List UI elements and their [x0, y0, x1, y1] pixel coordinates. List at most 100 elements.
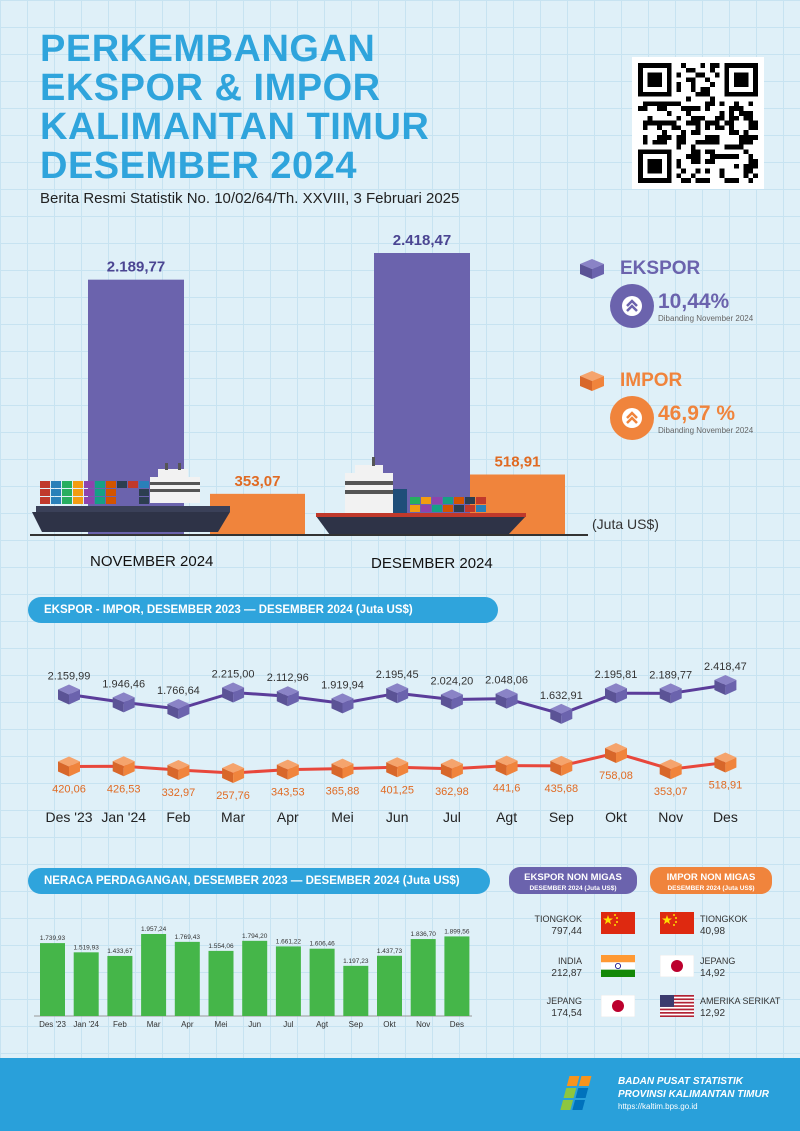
container-icon [62, 489, 72, 496]
chart-unit-label: (Juta US$) [592, 516, 659, 532]
title-line: KALIMANTAN TIMUR [40, 106, 430, 148]
x-tick-label: Apr [181, 1020, 194, 1029]
impor-point [440, 758, 463, 779]
double-chevron-up-icon [622, 408, 642, 428]
x-tick-label: Agt [316, 1020, 329, 1029]
cube-left [495, 760, 507, 776]
neraca-bar-label: 1.769,43 [175, 934, 201, 941]
org-website-link[interactable]: https://kaltim.bps.go.id [618, 1102, 698, 1111]
container-icon [454, 497, 464, 504]
impor-point [167, 759, 190, 780]
container-icon [465, 505, 475, 512]
impor-point [331, 758, 354, 779]
impor-up-badge [610, 396, 654, 440]
cube-left [605, 688, 616, 704]
neraca-bar [208, 950, 234, 1016]
x-tick-label: Okt [383, 1020, 396, 1029]
ekspor-point [386, 683, 409, 704]
impor-change-value: 46,97 % [658, 401, 736, 425]
cube-top [222, 682, 245, 693]
impor-point-label: 332,97 [162, 787, 196, 799]
container-icon [421, 497, 431, 504]
period-label-desember: DESEMBER 2024 [371, 555, 493, 572]
country-name: JEPANG [546, 996, 582, 1006]
ekspor-point [276, 686, 299, 707]
impor-legend: IMPOR 46,97 % Dibanding November 2024 [578, 370, 778, 440]
impor-point-label: 435,68 [544, 783, 578, 795]
ekspor-point [659, 683, 682, 704]
cube-right [233, 768, 245, 783]
cube-left [167, 704, 179, 719]
ekspor-impor-line-chart: 2.159,99 1.946,46 1.766,64 2.215,00 2.112,96… [45, 661, 746, 825]
bps-logo-icon [560, 1076, 592, 1110]
ekspor-point-label: 2.159,99 [48, 671, 91, 683]
cube-left [714, 680, 726, 695]
container-icon [410, 505, 420, 512]
country-name: INDIA [557, 956, 582, 966]
neraca-bar [343, 965, 369, 1016]
country-name: JEPANG [700, 956, 736, 966]
qr-code-icon[interactable] [632, 57, 764, 189]
ekspor-non-migas-tag: EKSPOR NON MIGAS DESEMBER 2024 (Juta US$… [509, 867, 637, 894]
impor-bar-label: 518,91 [495, 453, 541, 470]
cube-right [561, 708, 573, 724]
cube-top [276, 759, 299, 770]
footer-bar: BADAN PUSAT STATISTIK PROVINSI KALIMANTA… [0, 1058, 800, 1131]
container-icon [117, 481, 127, 488]
neraca-title: NERACA PERDAGANGAN, DESEMBER 2023 — DESE… [28, 868, 490, 894]
x-tick-label: Des '23 [39, 1020, 66, 1029]
cube-top [714, 752, 737, 763]
neraca-bar [410, 939, 436, 1016]
cube-left [550, 760, 562, 776]
neraca-bar-label: 1.739,93 [40, 935, 66, 942]
cube-right [287, 691, 299, 707]
container-icon [73, 489, 83, 496]
container-icon [40, 489, 50, 496]
x-tick-label: Jan '24 [73, 1020, 99, 1029]
ekspor-point [112, 692, 135, 713]
container-icon [62, 497, 72, 504]
container-icon [40, 481, 50, 488]
neraca-bar-label: 1.836,70 [411, 931, 437, 938]
neraca-bar-label: 1.554,06 [208, 943, 234, 950]
ekspor-point-label: 1.946,46 [102, 678, 145, 690]
cube-right [397, 688, 409, 704]
impor-point [495, 755, 518, 776]
neraca-bar [174, 941, 200, 1016]
country-value: 797,44 [551, 926, 582, 937]
cube-right [178, 704, 190, 719]
container-icon [476, 497, 486, 504]
neraca-bar-label: 1.433,67 [107, 948, 133, 955]
cube-top [167, 759, 190, 770]
ekspor-compare-note: Dibanding November 2024 [658, 313, 754, 323]
cube-top [659, 759, 682, 770]
impor-point-label: 426,53 [107, 783, 141, 795]
top-bar-chart: 2.189,77 2.418,47 353,07 518,91 [30, 232, 588, 536]
x-tick-label: Nov [416, 1020, 430, 1029]
impor-point [659, 759, 682, 780]
x-tick-label: Jul [283, 1020, 293, 1029]
impor-compare-note: Dibanding November 2024 [658, 425, 754, 435]
neraca-bar [73, 952, 99, 1016]
container-icon [95, 481, 105, 488]
container-icon [95, 489, 105, 496]
container-icon [51, 489, 61, 496]
ship-icon [32, 463, 230, 532]
ekspor-change-value: 10,44% [658, 289, 730, 313]
cube-left [331, 698, 343, 714]
x-tick-label: Des '23 [45, 809, 92, 825]
cube-top [550, 703, 573, 714]
ekspor-point-label: 1.919,94 [321, 679, 364, 691]
cube-top [112, 692, 135, 703]
cube-left [276, 691, 288, 707]
cube-top [58, 756, 80, 767]
ekspor-point-label: 1.632,91 [540, 690, 583, 702]
cube-left [112, 761, 124, 777]
ekspor-non-migas-sub: DESEMBER 2024 (Juta US$) [529, 885, 617, 892]
container-icon [580, 259, 604, 279]
container-icon [62, 481, 72, 488]
title-line: DESEMBER 2024 [40, 145, 357, 187]
cube-right [670, 688, 682, 704]
page-title: PERKEMBANGAN EKSPOR & IMPOR KALIMANTAN T… [40, 30, 560, 186]
ekspor-point-label: 2.195,45 [376, 669, 419, 681]
